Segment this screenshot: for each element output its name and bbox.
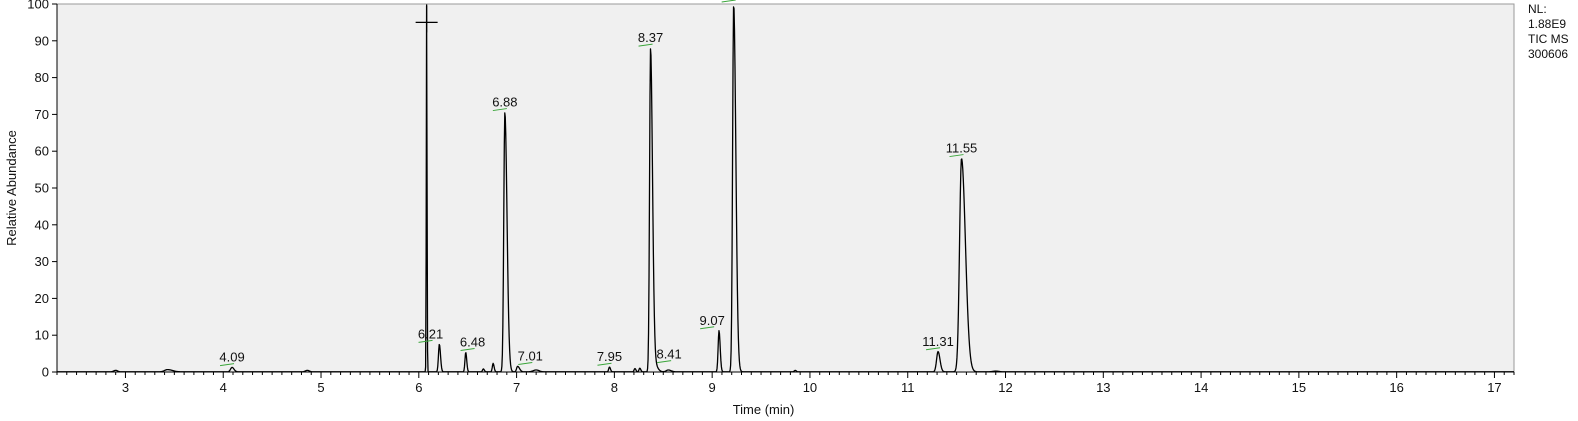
x-tick-label: 8 bbox=[611, 380, 618, 395]
peak-annotation-tick bbox=[700, 326, 715, 330]
y-axis-label: Relative Abundance bbox=[4, 130, 19, 246]
nl-label: NL: bbox=[1528, 2, 1547, 16]
y-tick-label: 40 bbox=[35, 217, 49, 232]
peak-annotation-tick bbox=[925, 347, 941, 351]
file-name: 300606 bbox=[1528, 47, 1569, 61]
peak-annotation-tick bbox=[949, 154, 964, 158]
x-tick-label: 7 bbox=[513, 380, 520, 395]
x-tick-label: 12 bbox=[998, 380, 1012, 395]
nl-value: 1.88E9 bbox=[1528, 17, 1567, 31]
peak-label: 6.21 bbox=[418, 326, 443, 341]
x-tick-label: 17 bbox=[1487, 380, 1501, 395]
peak-label: 11.31 bbox=[922, 334, 954, 349]
y-axis: 0 10 20 30 40 50 60 70 80 90 100 bbox=[27, 0, 57, 380]
peak-annotation-tick bbox=[518, 361, 533, 365]
peak-annotation-tick bbox=[721, 0, 736, 3]
crosshair-marker bbox=[415, 4, 438, 33]
peak-label: 7.95 bbox=[597, 349, 622, 364]
y-tick-label: 60 bbox=[35, 144, 49, 159]
peak-label: 8.41 bbox=[656, 347, 681, 362]
peak-annotation-tick bbox=[638, 43, 653, 47]
peak-annotation-tick bbox=[418, 339, 433, 343]
x-tick-label: 16 bbox=[1389, 380, 1403, 395]
peak-label: 9.07 bbox=[700, 313, 725, 328]
x-tick-label: 11 bbox=[901, 380, 915, 395]
y-tick-label: 70 bbox=[35, 107, 49, 122]
peak-annotation-tick bbox=[597, 362, 612, 366]
peak-label: 6.88 bbox=[492, 95, 517, 110]
x-tick-label: 3 bbox=[122, 380, 129, 395]
y-tick-label: 50 bbox=[35, 181, 49, 196]
peak-label: 11.55 bbox=[946, 141, 978, 156]
y-tick-label: 90 bbox=[35, 33, 49, 48]
peak-label: 7.01 bbox=[518, 348, 543, 363]
x-tick-label: 4 bbox=[220, 380, 227, 395]
trace-info-panel: NL: 1.88E9 TIC MS 300606 bbox=[1528, 2, 1569, 62]
x-tick-label: 15 bbox=[1292, 380, 1306, 395]
x-tick-label: 10 bbox=[803, 380, 817, 395]
peak-annotation-tick bbox=[219, 363, 235, 367]
peak-label: 8.37 bbox=[638, 30, 663, 45]
x-tick-label: 13 bbox=[1096, 380, 1110, 395]
plot-area bbox=[56, 3, 1515, 373]
x-tick-label: 6 bbox=[415, 380, 422, 395]
peak-annotation-tick bbox=[460, 348, 475, 351]
peak-annotation-tick bbox=[492, 108, 507, 112]
y-tick-label: 20 bbox=[35, 291, 49, 306]
y-tick-label: 100 bbox=[27, 0, 49, 12]
x-tick-label: 5 bbox=[317, 380, 324, 395]
y-tick-label: 30 bbox=[35, 254, 49, 269]
x-axis: 3 4 5 6 7 8 9 10 11 12 13 14 15 16 17 bbox=[56, 372, 1515, 395]
x-tick-label: 9 bbox=[709, 380, 716, 395]
peak-label: 4.09 bbox=[219, 350, 244, 365]
peak-annotation-tick bbox=[657, 360, 672, 364]
peak-label: 6.48 bbox=[460, 334, 485, 349]
peak-labels: 4.096.216.486.887.017.958.378.419.079.22… bbox=[219, 0, 978, 367]
y-tick-label: 80 bbox=[35, 70, 49, 85]
x-axis-label: Time (min) bbox=[733, 402, 795, 417]
y-tick-label: 10 bbox=[35, 328, 49, 343]
trace-type: TIC MS bbox=[1528, 32, 1569, 46]
y-tick-label: 0 bbox=[42, 365, 49, 380]
x-tick-label: 14 bbox=[1194, 380, 1208, 395]
